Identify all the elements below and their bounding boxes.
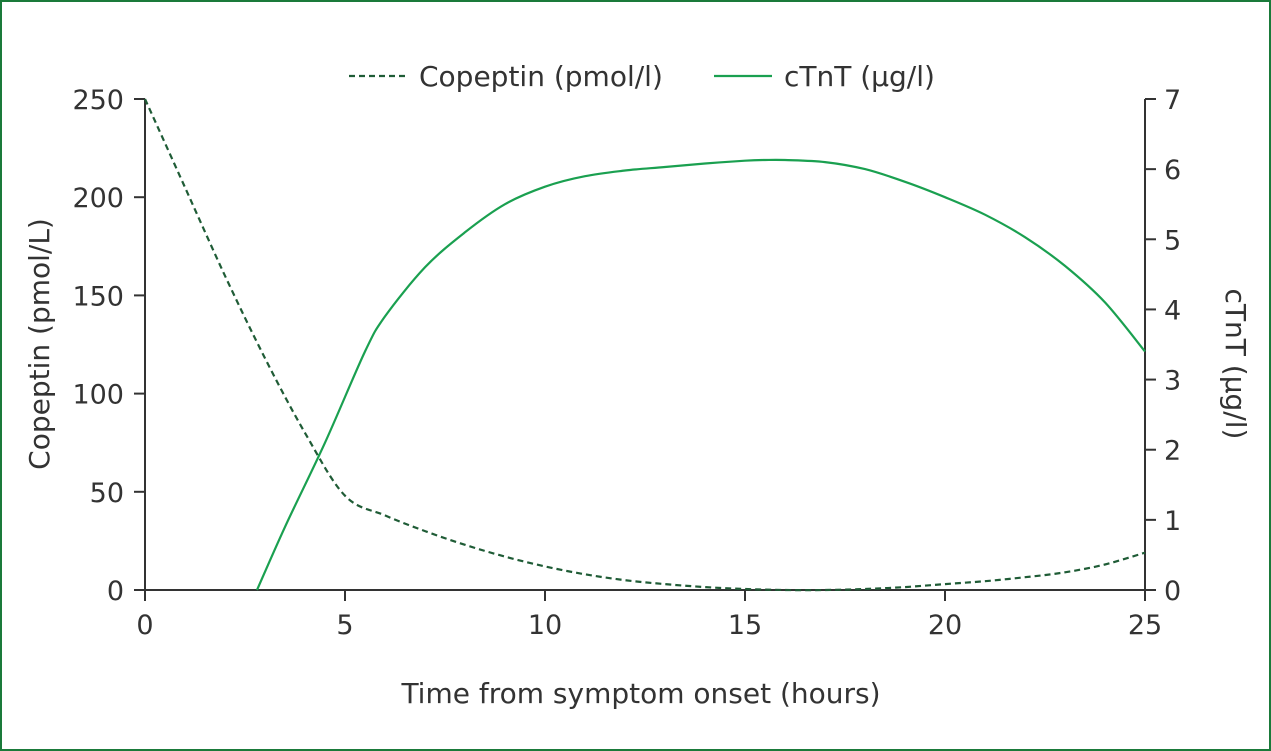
x-tick-label: 10 — [528, 610, 562, 641]
y-axis-right-label: cTnT (µg/l) — [1219, 289, 1252, 440]
y-left-tick-label: 0 — [107, 576, 124, 607]
y-right-tick-label: 6 — [1164, 155, 1181, 186]
y-left-tick-label: 200 — [72, 183, 124, 214]
y-right-tick-label: 3 — [1164, 366, 1181, 397]
x-axis-label: Time from symptom onset (hours) — [400, 677, 880, 710]
y-right-tick-label: 2 — [1164, 436, 1181, 467]
series-line-copeptin — [143, 98, 1146, 592]
x-tick-label: 5 — [336, 610, 353, 641]
y-right-tick-label: 7 — [1164, 85, 1181, 116]
y-left-tick-label: 150 — [72, 281, 124, 312]
series-lines — [143, 98, 1146, 592]
y-right-tick-label: 0 — [1164, 576, 1181, 607]
series-line-ctnt — [255, 158, 1146, 591]
y-right-tick-label: 5 — [1164, 225, 1181, 256]
y-right-tick-label: 1 — [1164, 506, 1181, 537]
legend-copeptin-label: Copeptin (pmol/l) — [419, 60, 663, 93]
y-left-tick-label: 100 — [72, 380, 124, 411]
x-tick-label: 25 — [1128, 610, 1162, 641]
y-right-tick-label: 4 — [1164, 295, 1181, 326]
legend-ctnt-label: cTnT (µg/l) — [784, 60, 935, 93]
y-left-tick-label: 250 — [72, 85, 124, 116]
x-tick-label: 0 — [136, 610, 153, 641]
y-left-tick-label: 50 — [90, 478, 124, 509]
x-tick-label: 20 — [928, 610, 962, 641]
y-axis-left-label: Copeptin (pmol/L) — [23, 218, 56, 470]
x-tick-label: 15 — [728, 610, 762, 641]
legend: Copeptin (pmol/l) cTnT (µg/l) — [349, 60, 935, 93]
